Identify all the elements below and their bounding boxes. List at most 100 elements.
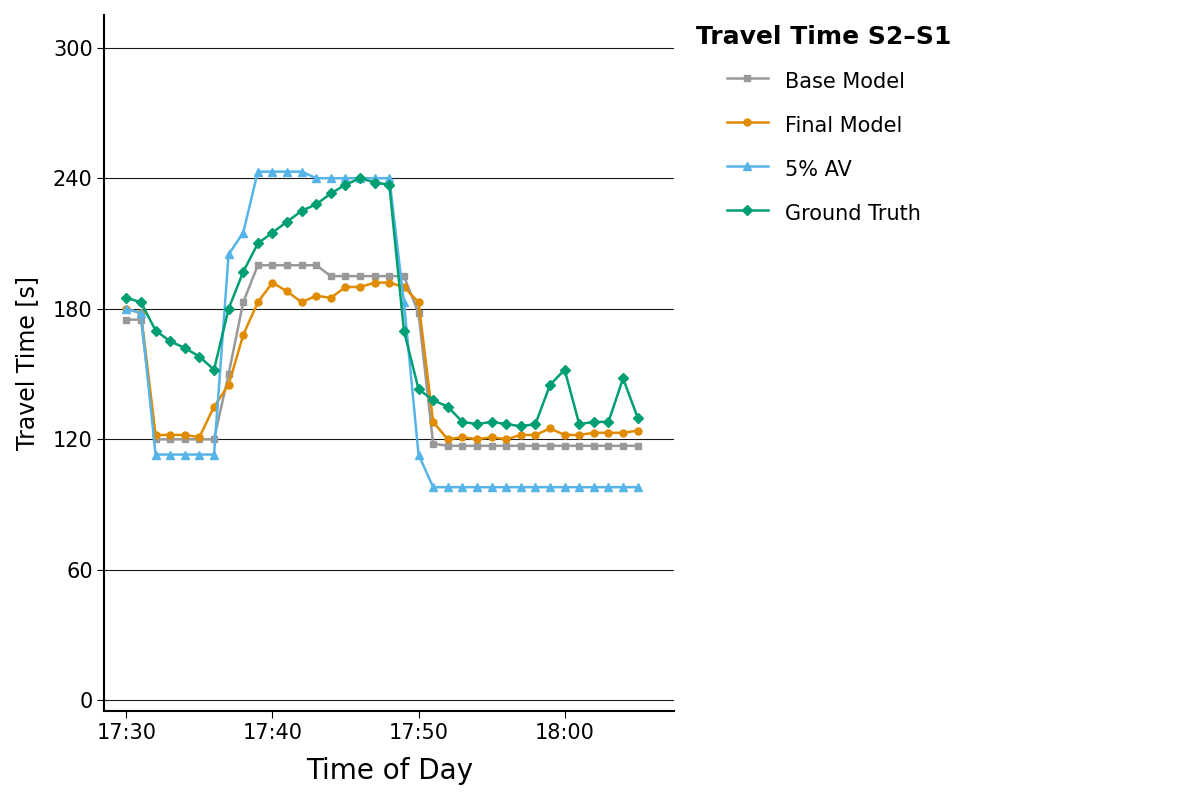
- Ground Truth: [558, 365, 572, 374]
- Final Model: [178, 430, 192, 440]
- Line: Base Model: Base Model: [122, 262, 641, 450]
- 5% AV: [558, 482, 572, 492]
- Final Model: [397, 282, 412, 292]
- Base Model: [587, 441, 601, 450]
- Ground Truth: [528, 419, 542, 429]
- Final Model: [163, 430, 178, 440]
- Base Model: [528, 441, 542, 450]
- Final Model: [280, 286, 294, 296]
- Ground Truth: [294, 206, 308, 216]
- Base Model: [601, 441, 616, 450]
- Final Model: [310, 291, 324, 301]
- 5% AV: [236, 228, 251, 238]
- Final Model: [236, 330, 251, 340]
- Final Model: [528, 430, 542, 440]
- Ground Truth: [178, 343, 192, 353]
- 5% AV: [528, 482, 542, 492]
- 5% AV: [397, 298, 412, 307]
- Base Model: [514, 441, 528, 450]
- Final Model: [192, 432, 206, 442]
- Base Model: [119, 315, 133, 325]
- Final Model: [630, 426, 644, 435]
- 5% AV: [382, 174, 396, 183]
- Final Model: [426, 417, 440, 426]
- Ground Truth: [192, 352, 206, 362]
- Base Model: [163, 434, 178, 444]
- Final Model: [294, 298, 308, 307]
- 5% AV: [192, 450, 206, 459]
- 5% AV: [133, 308, 148, 318]
- Base Model: [251, 261, 265, 270]
- Ground Truth: [324, 189, 338, 198]
- Base Model: [630, 441, 644, 450]
- Final Model: [587, 428, 601, 438]
- Base Model: [440, 441, 455, 450]
- Final Model: [206, 402, 221, 411]
- 5% AV: [178, 450, 192, 459]
- Ground Truth: [616, 374, 630, 383]
- Base Model: [338, 271, 353, 281]
- Final Model: [133, 308, 148, 318]
- Ground Truth: [206, 365, 221, 374]
- Base Model: [265, 261, 280, 270]
- Final Model: [514, 430, 528, 440]
- 5% AV: [310, 174, 324, 183]
- Base Model: [542, 441, 557, 450]
- 5% AV: [469, 482, 484, 492]
- Base Model: [412, 308, 426, 318]
- 5% AV: [119, 304, 133, 314]
- Base Model: [426, 439, 440, 449]
- Final Model: [601, 428, 616, 438]
- Final Model: [251, 298, 265, 307]
- Ground Truth: [455, 417, 469, 426]
- Base Model: [310, 261, 324, 270]
- Ground Truth: [163, 337, 178, 346]
- Legend: Base Model, Final Model, 5% AV, Ground Truth: Base Model, Final Model, 5% AV, Ground T…: [685, 15, 961, 237]
- 5% AV: [324, 174, 338, 183]
- Base Model: [133, 315, 148, 325]
- 5% AV: [616, 482, 630, 492]
- Final Model: [222, 380, 236, 390]
- 5% AV: [280, 167, 294, 177]
- Base Model: [397, 271, 412, 281]
- 5% AV: [601, 482, 616, 492]
- 5% AV: [514, 482, 528, 492]
- Ground Truth: [601, 417, 616, 426]
- 5% AV: [572, 482, 587, 492]
- Ground Truth: [469, 419, 484, 429]
- Line: Ground Truth: Ground Truth: [122, 174, 641, 430]
- Final Model: [558, 430, 572, 440]
- 5% AV: [440, 482, 455, 492]
- Ground Truth: [397, 326, 412, 335]
- Base Model: [294, 261, 308, 270]
- Ground Truth: [587, 417, 601, 426]
- Ground Truth: [630, 413, 644, 422]
- Ground Truth: [440, 402, 455, 411]
- Base Model: [280, 261, 294, 270]
- Line: 5% AV: 5% AV: [122, 167, 642, 491]
- Final Model: [367, 278, 382, 287]
- Ground Truth: [572, 419, 587, 429]
- 5% AV: [587, 482, 601, 492]
- Final Model: [485, 432, 499, 442]
- Base Model: [558, 441, 572, 450]
- Base Model: [236, 298, 251, 307]
- Final Model: [572, 430, 587, 440]
- Final Model: [440, 434, 455, 444]
- Ground Truth: [514, 422, 528, 431]
- Ground Truth: [149, 326, 163, 335]
- Ground Truth: [338, 180, 353, 190]
- Base Model: [469, 441, 484, 450]
- 5% AV: [149, 450, 163, 459]
- Base Model: [367, 271, 382, 281]
- 5% AV: [455, 482, 469, 492]
- Base Model: [206, 434, 221, 444]
- Base Model: [222, 370, 236, 379]
- Base Model: [178, 434, 192, 444]
- Final Model: [149, 430, 163, 440]
- Ground Truth: [119, 293, 133, 302]
- 5% AV: [499, 482, 514, 492]
- Ground Truth: [412, 385, 426, 394]
- Ground Truth: [310, 199, 324, 209]
- Final Model: [119, 304, 133, 314]
